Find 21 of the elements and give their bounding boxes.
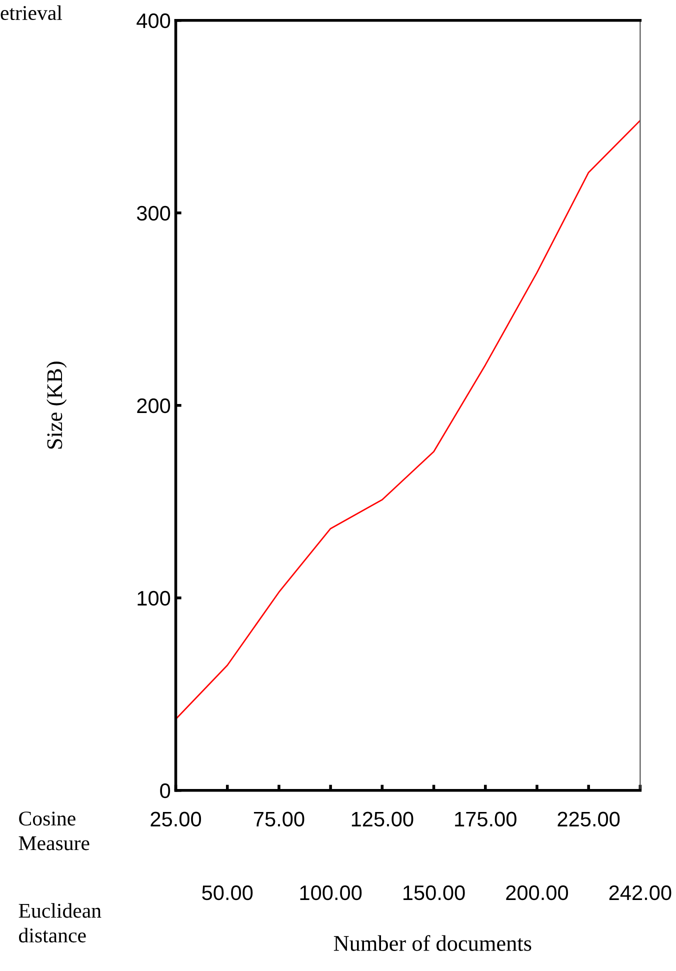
y-tick-label: 0 [160,783,170,798]
y-tick-label: 400 [136,13,170,28]
x-tick-label: 242.00 [609,885,672,900]
x-tick-label: 150.00 [404,885,465,900]
x-tick-label: 25.00 [150,812,202,827]
y-tick-label: 200 [137,398,170,414]
y-tick-label: 300 [136,206,170,221]
y-tick-label: 100 [138,590,170,606]
line-series [176,120,640,720]
x-tick-label: 200.00 [506,885,568,900]
x-tick-label: 225.00 [558,812,620,827]
text: Cosine Measure [18,812,90,850]
x-tick-label: 75.00 [254,812,304,827]
x-tick-label: 100.00 [300,885,362,900]
x-tick-label: 50.00 [202,885,253,900]
text: Euclidean distance [18,903,102,942]
x-axis-title: Number of documents [334,935,532,951]
x-tick-label: 125.00 [352,812,414,827]
y-axis-title: Size (KB) [46,362,67,449]
x-tick-label: 175.00 [455,812,516,827]
text: etrieval [0,5,62,20]
